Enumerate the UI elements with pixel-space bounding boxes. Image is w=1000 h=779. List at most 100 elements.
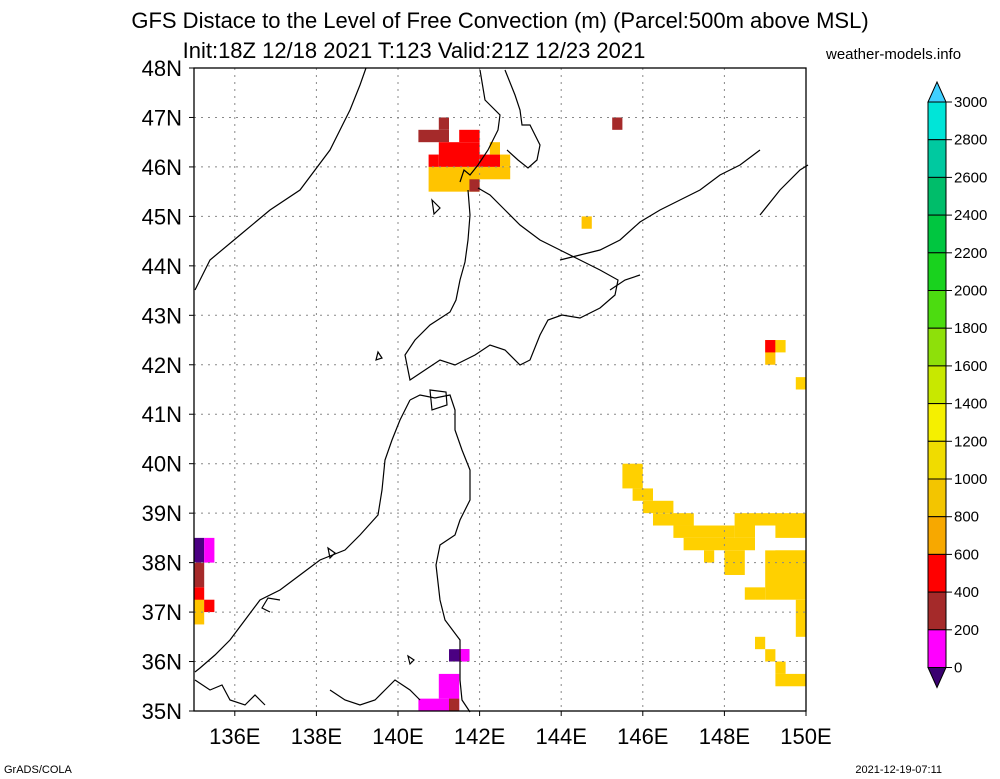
colorbar-label: 200 <box>954 622 979 639</box>
colorbar-label: 800 <box>954 509 979 526</box>
lat-label: 39N <box>142 501 182 526</box>
field-cell <box>204 599 215 613</box>
lon-label: 136E <box>209 724 260 749</box>
axis-ticks: 48N 47N 46N 45N 44N 43N 42N 41N 40N 39N 38N 37N 36N 3… <box>142 56 832 749</box>
lat-label: 46N <box>142 155 182 180</box>
field-cell <box>795 377 806 390</box>
lon-label: 144E <box>536 724 587 749</box>
colorbar-swatch <box>927 553 947 593</box>
lat-label: 44N <box>142 254 182 279</box>
field-cell <box>459 129 480 143</box>
field-cell <box>755 636 766 650</box>
colorbar-top-arrow <box>927 80 947 103</box>
lat-label: 47N <box>142 105 182 130</box>
field-cell <box>459 649 470 662</box>
colorbar-swatch <box>927 403 947 442</box>
field-cell <box>438 142 480 167</box>
field-layer <box>194 117 806 711</box>
colorbar-swatch <box>927 591 947 631</box>
coastline <box>194 67 809 713</box>
colorbar-swatch <box>927 176 947 216</box>
colorbar-bottom-arrow <box>927 667 947 689</box>
field-cell <box>622 463 643 489</box>
lat-label: 42N <box>142 353 182 378</box>
colorbar-label: 1600 <box>954 358 987 375</box>
colorbar-label: 2600 <box>954 169 987 186</box>
chart-subtitle: Init:18Z 12/18 2021 T:123 Valid:21Z 12/2… <box>182 38 646 63</box>
colorbar-swatch <box>927 516 947 555</box>
colorbar-swatch <box>927 214 947 254</box>
field-cell <box>653 513 694 526</box>
field-cell <box>428 154 439 167</box>
lat-label: 41N <box>142 402 182 427</box>
plot-frame <box>193 67 807 712</box>
field-cell <box>581 216 592 229</box>
field-cell <box>795 599 806 637</box>
lon-label: 142E <box>454 724 505 749</box>
colorbar-label: 1800 <box>954 320 987 337</box>
site-label[interactable]: weather-models.info <box>826 46 962 63</box>
field-cell <box>489 142 500 155</box>
colorbar-label: 600 <box>954 546 979 563</box>
colorbar-label: 0 <box>954 660 962 677</box>
colorbar: 3000280026002400220020001800160014001200… <box>927 80 987 689</box>
lat-label: 45N <box>142 204 182 229</box>
field-cell <box>500 154 511 167</box>
lon-label: 146E <box>617 724 668 749</box>
field-cell <box>673 525 735 538</box>
colorbar-swatch <box>927 139 947 178</box>
field-cell <box>775 340 786 353</box>
lon-label: 148E <box>699 724 750 749</box>
field-cell <box>612 117 623 130</box>
colorbar-label: 2800 <box>954 132 987 149</box>
lon-label: 150E <box>780 724 831 749</box>
lat-label: 37N <box>142 600 182 625</box>
lat-label: 48N <box>142 56 182 81</box>
colorbar-swatch <box>927 629 947 668</box>
colorbar-swatch <box>927 327 947 367</box>
colorbar-label: 2200 <box>954 245 987 262</box>
lat-label: 35N <box>142 699 182 724</box>
field-cell <box>775 661 786 674</box>
colorbar-label: 400 <box>954 584 979 601</box>
colorbar-swatch <box>927 440 947 480</box>
lat-label: 40N <box>142 452 182 477</box>
field-cell <box>204 537 215 563</box>
field-cell <box>438 117 449 130</box>
colorbar-swatch <box>927 290 947 329</box>
colorbar-swatch <box>927 365 947 405</box>
lat-label: 43N <box>142 303 182 328</box>
field-cell <box>418 129 449 143</box>
colorbar-swatch <box>927 252 947 292</box>
field-cell <box>438 673 460 699</box>
field-cell <box>765 550 806 600</box>
field-cell <box>632 488 653 501</box>
chart-title: GFS Distace to the Level of Free Convect… <box>131 8 869 33</box>
lat-label: 38N <box>142 551 182 576</box>
field-cell <box>642 500 674 514</box>
colorbar-swatch <box>927 478 947 518</box>
colorbar-label: 2000 <box>954 283 987 300</box>
field-cell <box>479 166 511 180</box>
field-cell <box>775 673 806 687</box>
field-cell <box>744 587 766 600</box>
field-cell <box>194 537 205 563</box>
colorbar-label: 1400 <box>954 396 987 413</box>
field-cell <box>755 525 776 551</box>
field-cell <box>765 649 776 662</box>
field-cell <box>194 562 205 588</box>
field-cell <box>194 599 205 625</box>
field-cell <box>683 537 755 551</box>
colorbar-label: 2400 <box>954 207 987 224</box>
field-cell <box>479 154 500 167</box>
lon-label: 140E <box>372 724 423 749</box>
field-cell <box>704 550 715 563</box>
footer-right: 2021-12-19-07:11 <box>855 764 942 776</box>
colorbar-label: 3000 <box>954 94 987 111</box>
field-cell <box>765 340 776 353</box>
field-cell <box>449 698 460 711</box>
field-cell <box>469 179 480 192</box>
lon-label: 138E <box>291 724 342 749</box>
footer-left: GrADS/COLA <box>4 764 72 776</box>
